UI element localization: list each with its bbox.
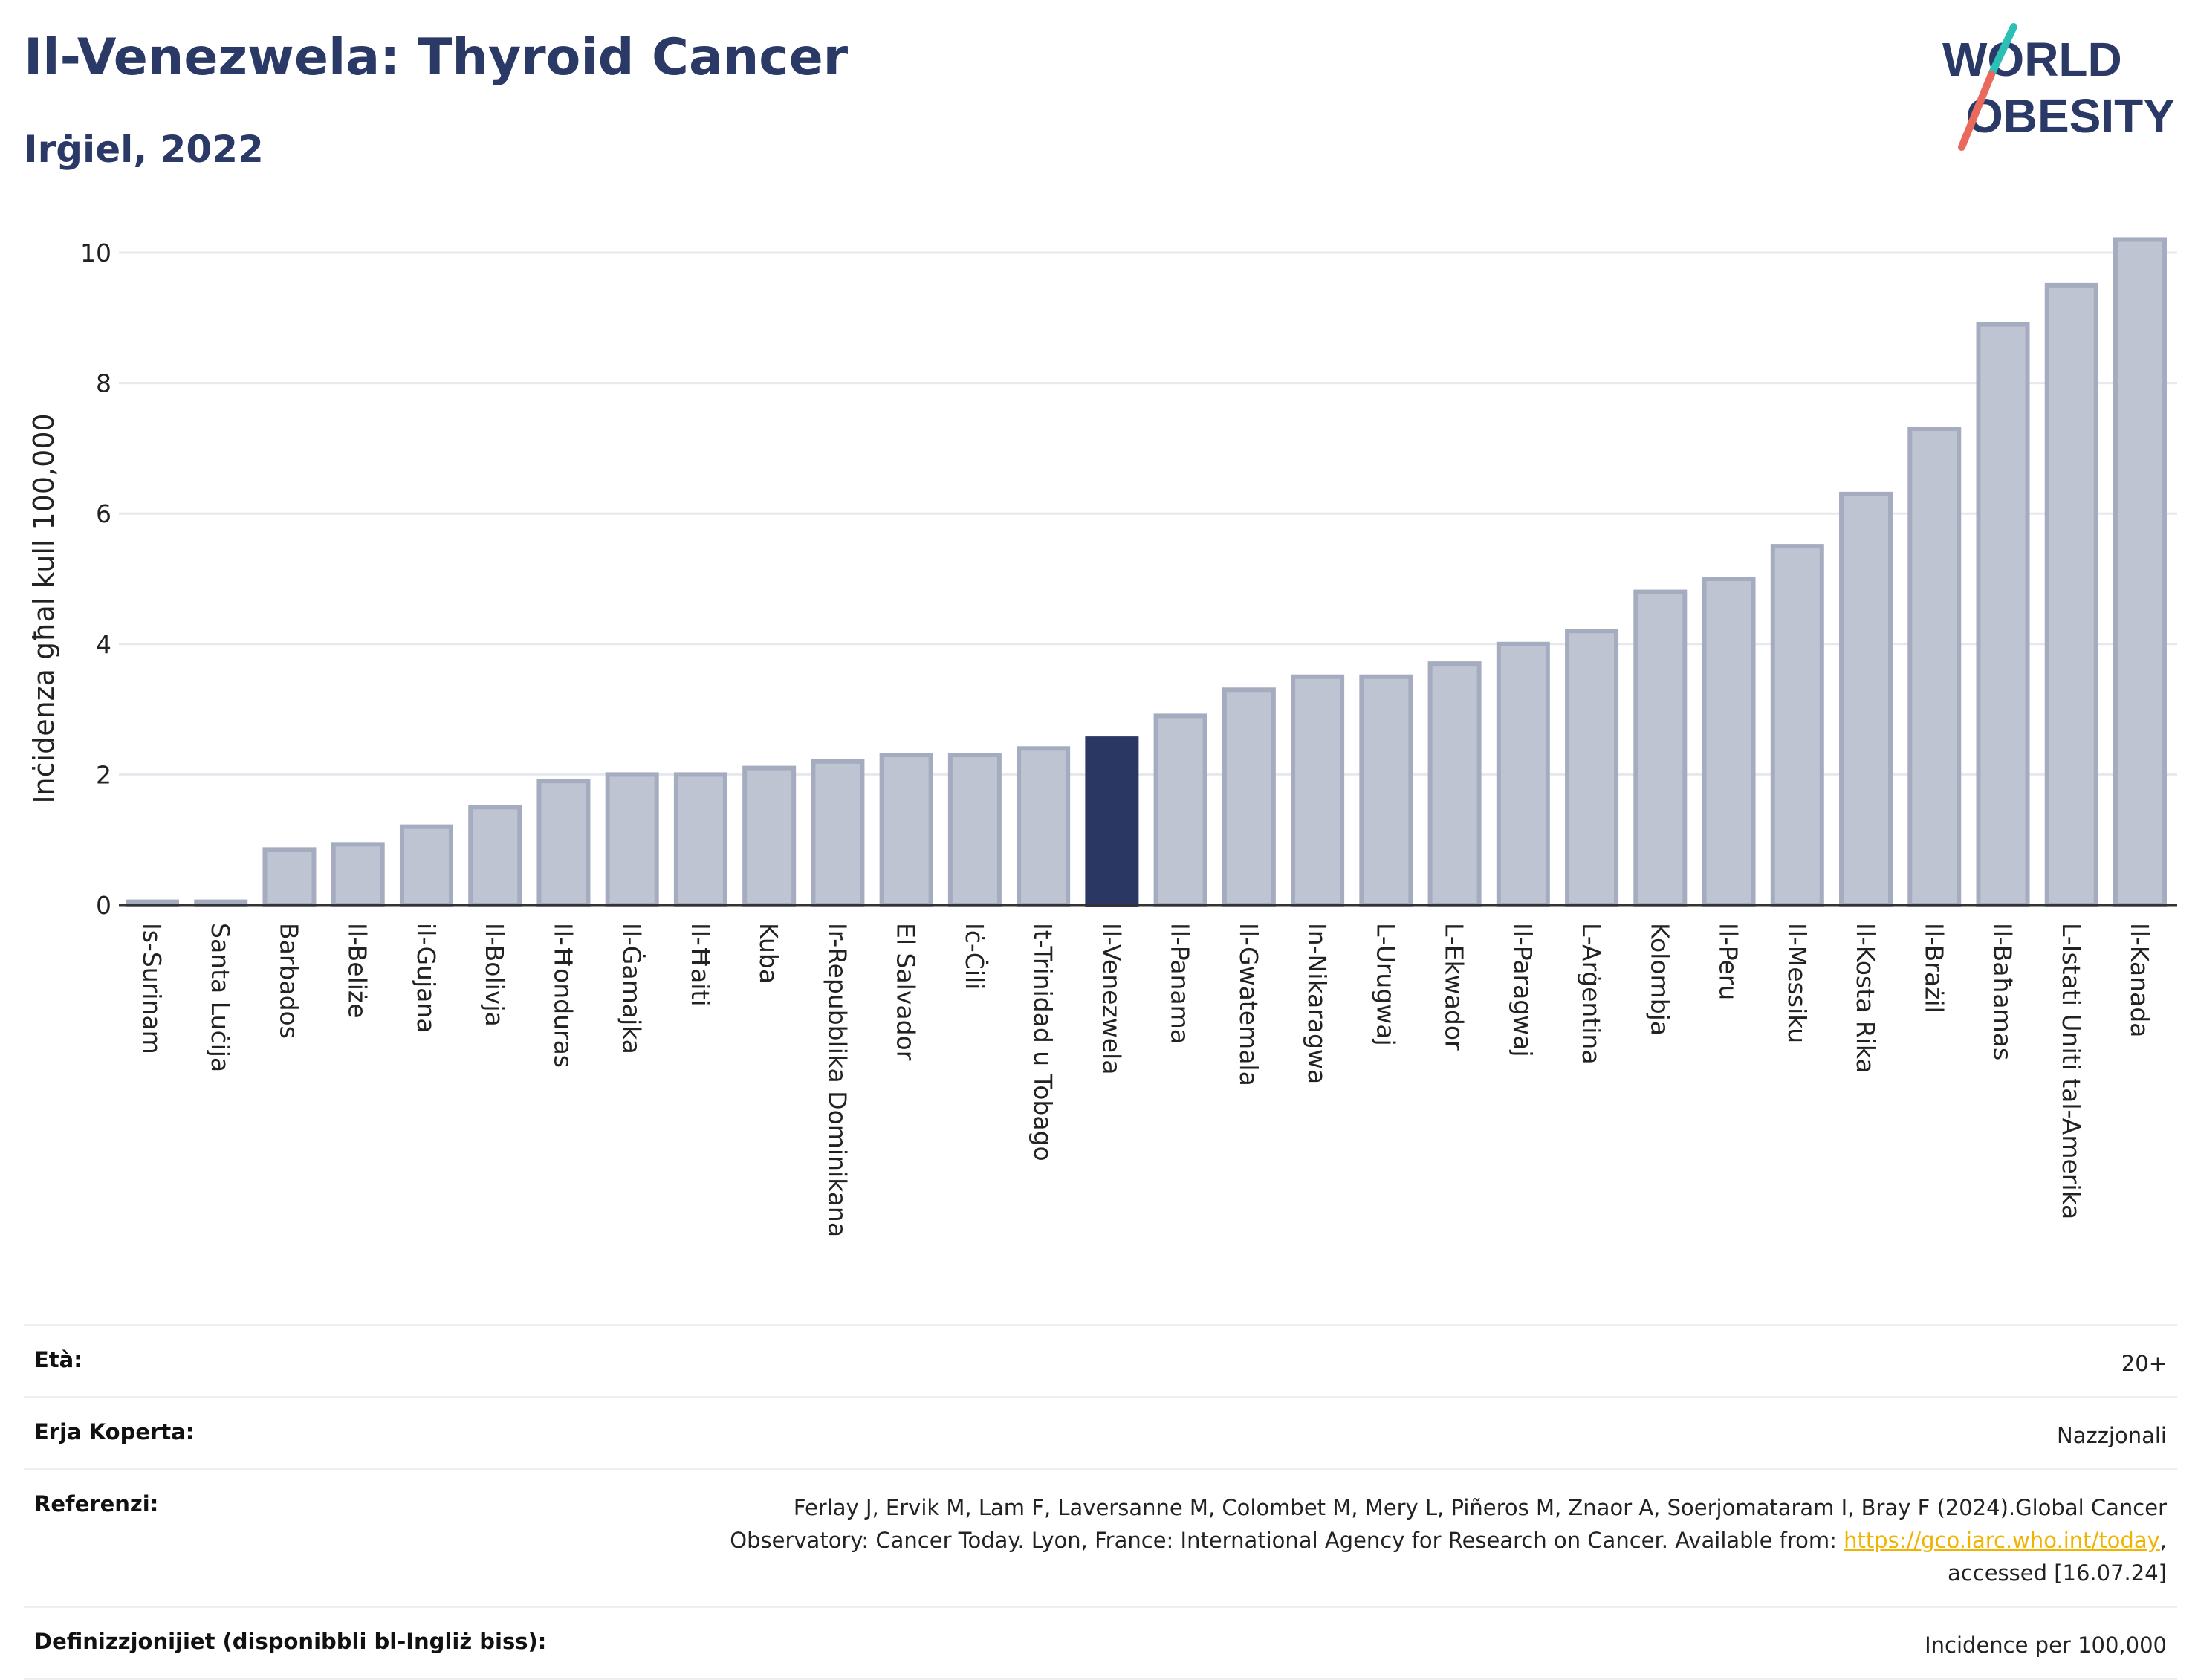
category-label: Is-Surinam [137, 923, 166, 1054]
category-label: Il-Ġamajka [617, 923, 647, 1054]
category-label: Santa Luċija [206, 923, 235, 1072]
bar-21 [1565, 629, 1619, 907]
bar-18 [1359, 674, 1413, 907]
definitions-value: Incidence per 100,000 [1925, 1632, 2167, 1658]
category-label: In-Nikaragwa [1303, 923, 1332, 1084]
bar-16 [1222, 687, 1276, 907]
y-tick-label: 6 [96, 499, 111, 528]
reference-text-2: Observatory: Cancer Today. Lyon, France:… [730, 1528, 1844, 1553]
bar-15 [1153, 713, 1207, 907]
logo-line1: WORLD [1942, 33, 2122, 86]
references-value: Ferlay J, Ervik M, Lam F, Laversanne M, … [730, 1491, 2167, 1589]
bars [126, 237, 2167, 908]
category-label: Il-Peru [1714, 923, 1743, 1000]
category-label: il-Gujana [412, 923, 441, 1033]
bar-13 [1017, 746, 1071, 908]
reference-text-4: accessed [16.07.24] [1948, 1560, 2167, 1586]
category-label: Il-Kosta Rika [1851, 923, 1880, 1074]
category-label: Il-Ħonduras [548, 923, 577, 1068]
bar-28 [2044, 282, 2098, 907]
y-axis-label: Inċidenza għal kull 100,000 [27, 413, 60, 803]
category-label: Il-Ħaiti [686, 923, 715, 1007]
logo-line2: OBESITY [1966, 89, 2175, 143]
info-table: Età: 20+ Erja Koperta: Nazzjonali Refere… [24, 1324, 2177, 1680]
bar-9 [742, 765, 797, 907]
bar-27 [1976, 322, 2030, 907]
age-value: 20+ [2121, 1351, 2167, 1376]
category-label: Kolombja [1645, 923, 1674, 1036]
bar-23 [1702, 577, 1756, 907]
bar-5 [468, 805, 522, 908]
y-tick-label: 4 [96, 630, 111, 659]
bar-2 [262, 847, 317, 907]
bar-4 [399, 824, 453, 908]
reference-link[interactable]: https://gco.iarc.who.int/today [1844, 1528, 2160, 1553]
category-label: Il-Brażil [1919, 923, 1948, 1013]
area-label: Erja Koperta: [34, 1419, 195, 1444]
info-row-age: Età: 20+ [24, 1324, 2177, 1396]
chart-title: Il-Venezwela: Thyroid Cancer [24, 28, 849, 87]
area-value: Nazzjonali [2057, 1423, 2167, 1448]
bar-6 [536, 779, 591, 908]
category-label: El Salvador [892, 923, 921, 1061]
category-label: Il-Venezwela [1097, 923, 1126, 1074]
bar-11 [879, 753, 933, 907]
y-tick-label: 10 [80, 239, 111, 267]
category-label: L-Arġentina [1577, 923, 1606, 1065]
definitions-label: Definizzjonijiet (disponibbli bl-Ingliż … [34, 1629, 547, 1654]
info-row-definitions: Definizzjonijiet (disponibbli bl-Ingliż … [24, 1606, 2177, 1680]
category-label: It-Trinidad u Tobago [1028, 923, 1057, 1161]
bar-chart: 0 2 4 6 8 10 Is-Surinam Santa Luċija Barbados Il… [27, 237, 2177, 1237]
info-row-area: Erja Koperta: Nazzjonali [24, 1396, 2177, 1468]
bar-25 [1839, 491, 1893, 907]
references-label: Referenzi: [34, 1491, 159, 1517]
category-label: Il-Beliże [343, 923, 372, 1019]
bar-22 [1633, 589, 1688, 907]
category-label: L-Istati Uniti tal-Amerika [2057, 923, 2086, 1219]
category-label: Il-Messiku [1783, 923, 1812, 1043]
category-label: Barbados [274, 923, 303, 1039]
category-label: Il-Panama [1166, 923, 1195, 1044]
chart-subtitle: Irġiel, 2022 [24, 128, 264, 171]
bar-19 [1427, 661, 1482, 907]
bar-7 [605, 772, 659, 908]
y-tick-label: 8 [96, 369, 111, 398]
category-label: Il-Bolivja [480, 923, 509, 1027]
bar-3 [331, 842, 385, 907]
bar-8 [673, 772, 727, 908]
age-label: Età: [34, 1347, 82, 1372]
bar-26 [1907, 427, 1962, 907]
world-obesity-logo: WORLD OBESITY [1942, 23, 2175, 151]
bar-10 [811, 759, 865, 907]
category-label: L-Urugwaj [1371, 923, 1400, 1046]
bar-20 [1496, 641, 1550, 907]
category-label: Il-Gwatemala [1234, 923, 1263, 1086]
y-tick-labels: 0 2 4 6 8 10 [80, 239, 111, 920]
category-label: Iċ-Ċili [960, 923, 990, 990]
category-label: Il-Kanada [2125, 923, 2154, 1037]
bar-24 [1770, 544, 1824, 907]
bar-12 [947, 753, 1002, 907]
category-labels: Is-Surinam Santa Luċija Barbados Il-Beliże i… [137, 923, 2154, 1237]
bar-29 [2113, 237, 2167, 907]
y-tick-label: 0 [96, 891, 111, 920]
bar-14 [1085, 736, 1139, 907]
reference-text-1: Ferlay J, Ervik M, Lam F, Laversanne M, … [793, 1495, 2167, 1520]
category-label: Ir-Repubblika Dominikana [823, 923, 852, 1237]
bar-17 [1291, 674, 1345, 907]
category-label: Il-Baħamas [1988, 923, 2017, 1060]
y-tick-label: 2 [96, 760, 111, 789]
category-label: Il-Paragwaj [1508, 923, 1537, 1057]
info-row-references: Referenzi: Ferlay J, Ervik M, Lam F, Lav… [24, 1468, 2177, 1606]
category-label: L-Ekwador [1440, 923, 1469, 1051]
category-label: Kuba [754, 923, 783, 984]
reference-text-3: , [2159, 1528, 2167, 1553]
